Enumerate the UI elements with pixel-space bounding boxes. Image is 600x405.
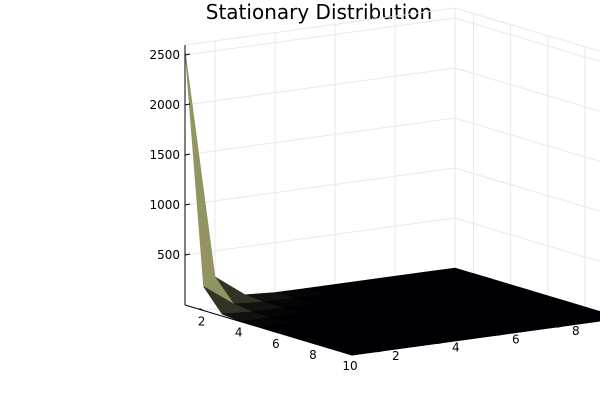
z-tick-label: 2000 <box>149 98 180 112</box>
grid-line <box>454 217 600 262</box>
grid-line <box>184 7 456 46</box>
grid-line <box>184 117 456 156</box>
z-tick-mark <box>184 253 191 256</box>
x-tick-mark <box>347 352 353 356</box>
tick-layer: 2468102468105001000150020002500 <box>149 48 580 373</box>
x-tick-label: 4 <box>235 326 243 340</box>
z-tick-mark <box>184 153 191 156</box>
grid-line <box>454 7 600 52</box>
z-tick-mark <box>184 103 191 106</box>
y-axis-line <box>351 320 600 356</box>
z-tick-label: 500 <box>157 248 180 262</box>
axis-layer <box>184 45 600 356</box>
z-tick-label: 2500 <box>149 48 180 62</box>
y-tick-label: 6 <box>512 332 520 346</box>
x-tick-label: 2 <box>198 315 206 329</box>
grid-line <box>454 17 600 62</box>
x-tick-label: 10 <box>342 359 357 373</box>
chart-title: Stationary Distribution <box>206 0 432 24</box>
y-tick-label: 4 <box>452 341 460 355</box>
z-tick-mark <box>184 53 191 56</box>
z-tick-label: 1500 <box>149 148 180 162</box>
grid-line <box>454 117 600 162</box>
surface-patch <box>184 49 234 305</box>
x-tick-label: 8 <box>309 348 317 362</box>
x-tick-mark <box>310 341 316 345</box>
grid-line <box>184 167 456 206</box>
z-tick-mark <box>184 203 191 206</box>
grid-line <box>184 67 456 106</box>
x-tick-mark <box>273 330 279 334</box>
y-tick-label: 2 <box>392 349 400 363</box>
y-tick-mark <box>376 350 383 353</box>
grid-line <box>454 167 600 212</box>
y-tick-mark <box>436 342 443 345</box>
x-axis-line <box>184 304 353 356</box>
x-tick-mark <box>199 308 204 312</box>
grid-line <box>184 217 456 256</box>
y-tick-label: 8 <box>572 324 580 338</box>
surface-layer <box>184 49 600 356</box>
x-tick-mark <box>236 319 241 323</box>
x-tick-label: 6 <box>272 337 280 351</box>
y-tick-mark <box>556 325 563 328</box>
z-tick-label: 1000 <box>149 198 180 212</box>
grid-line <box>184 17 456 56</box>
grid-line <box>454 67 600 112</box>
y-tick-mark <box>496 333 503 336</box>
